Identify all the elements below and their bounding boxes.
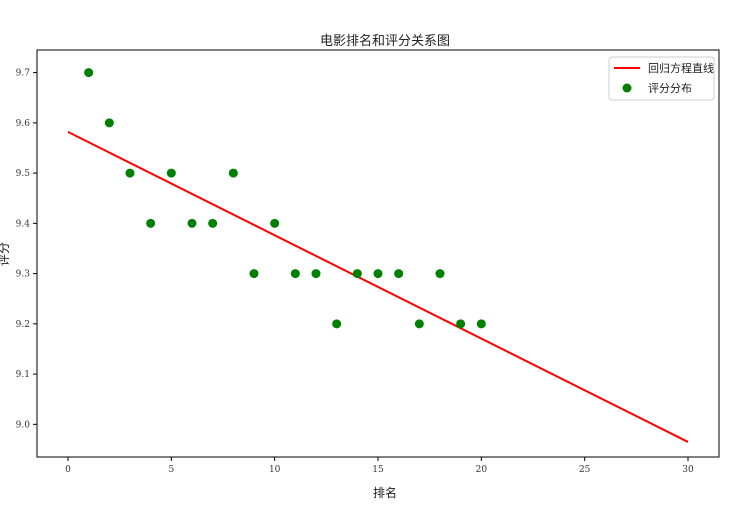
x-axis-label: 排名: [373, 485, 397, 500]
scatter-point: [270, 218, 280, 228]
y-tick-label: 9.5: [16, 169, 31, 179]
x-tick-label: 30: [682, 465, 694, 475]
scatter-point: [290, 269, 300, 279]
scatter-point: [394, 269, 404, 279]
y-axis-label: 评分: [0, 242, 11, 266]
legend-label-scatter: 评分分布: [648, 82, 692, 95]
y-tick-label: 9.2: [16, 320, 30, 330]
x-tick-label: 25: [579, 465, 591, 475]
legend-point-swatch: [622, 83, 632, 93]
scatter-point: [187, 218, 197, 228]
plot-area: 0 5 10 15 20 25 30 9.0 9.1 9.2 9.3 9.4 9.5 9.6 9.7: [16, 49, 720, 475]
scatter-point: [332, 319, 342, 329]
scatter-point: [414, 319, 424, 329]
scatter-point: [104, 118, 114, 128]
scatter-point: [456, 319, 466, 329]
scatter-point: [476, 319, 486, 329]
scatter-point: [146, 218, 156, 228]
scatter-point: [84, 68, 94, 78]
y-tick-label: 9.1: [16, 370, 30, 380]
scatter-point: [435, 269, 445, 279]
y-tick-label: 9.6: [16, 119, 31, 129]
regression-line: [67, 131, 689, 443]
x-tick-label: 0: [65, 465, 71, 475]
scatter-point: [166, 168, 176, 178]
scatter-point: [373, 269, 383, 279]
y-tick-label: 9.3: [16, 270, 31, 280]
legend-label-regression: 回归方程直线: [648, 61, 714, 75]
y-tick-label: 9.0: [16, 420, 31, 430]
y-tick-label: 9.4: [16, 219, 31, 229]
scatter-point: [249, 269, 259, 279]
x-tick-label: 5: [168, 465, 174, 475]
y-tick-label: 9.7: [16, 69, 31, 79]
x-tick-label: 10: [269, 465, 281, 475]
x-tick-label: 15: [372, 465, 384, 475]
scatter-point: [208, 218, 218, 228]
scatter-point: [352, 269, 362, 279]
scatter-point: [125, 168, 135, 178]
scatter-point: [228, 168, 238, 178]
x-tick-label: 20: [476, 465, 488, 475]
chart-title: 电影排名和评分关系图: [320, 33, 450, 49]
scatter-point: [311, 269, 321, 279]
